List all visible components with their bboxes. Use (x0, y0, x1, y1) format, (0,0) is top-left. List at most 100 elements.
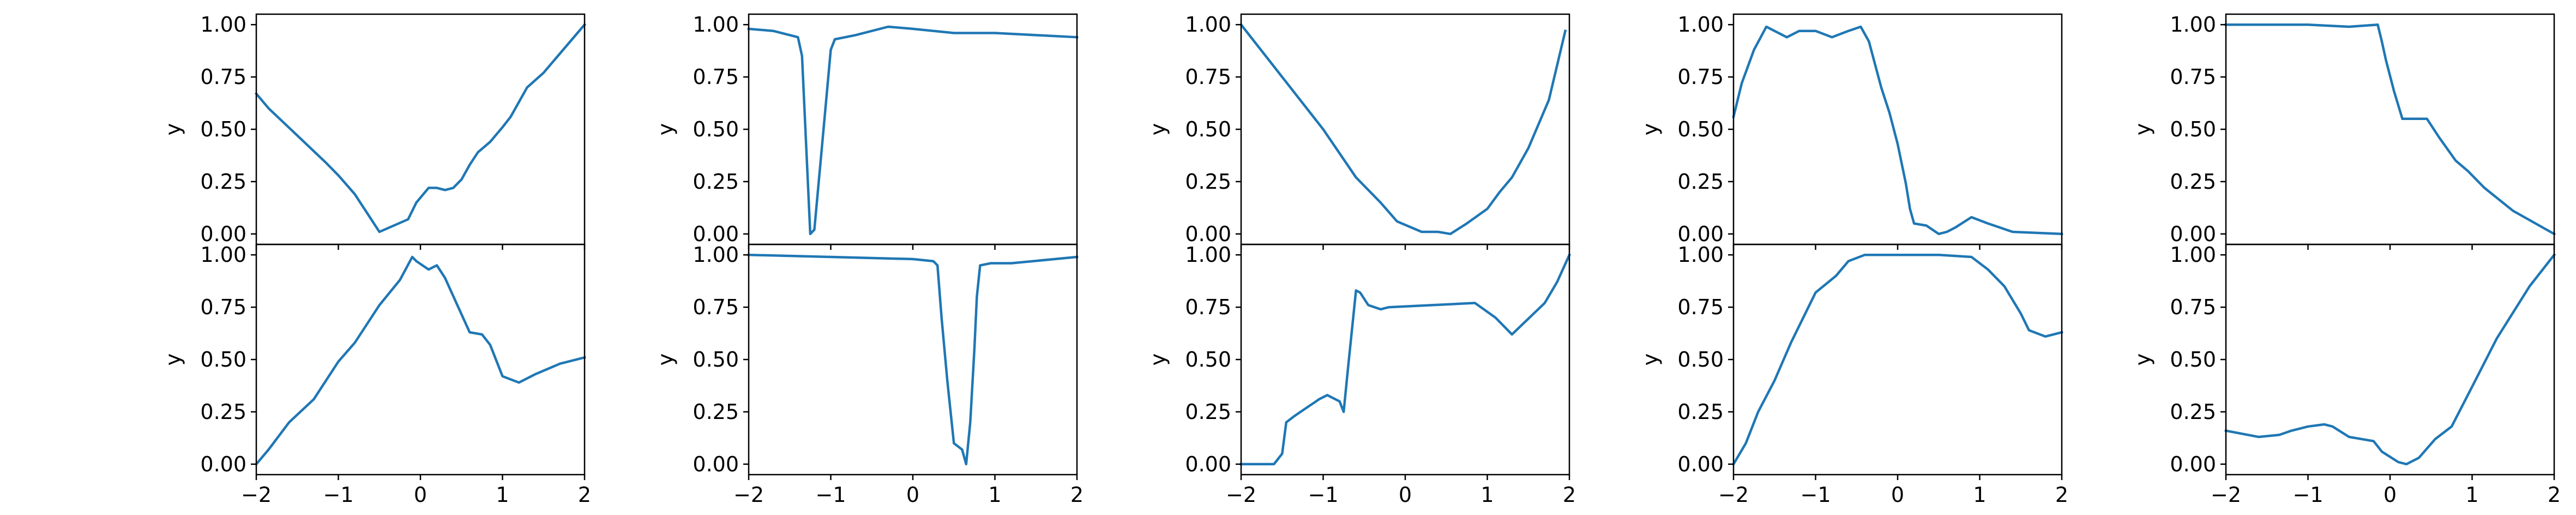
y-tick-label: 0.00 (693, 452, 739, 476)
y-axis-label: y (2131, 354, 2155, 366)
y-tick-label: 1.00 (2170, 13, 2216, 37)
y-tick-label: 0.00 (1185, 222, 1231, 246)
x-tick-label: 2 (2055, 483, 2068, 507)
y-tick-label: 1.00 (200, 243, 246, 267)
y-tick-label: 1.00 (1185, 13, 1231, 37)
y-tick-label: 0.25 (1677, 170, 1724, 194)
series-line (1732, 25, 2063, 236)
y-axis-label: y (654, 123, 678, 136)
chart-panel-top-2: 0.00 0.25 0.50 0.75 1.00 y (654, 13, 1079, 250)
chart-panel-bottom-3: 0.00 0.25 0.50 0.75 1.00 −2 −1 0 1 2 y (1146, 243, 1576, 507)
chart-panel-top-4: 0.00 0.25 0.50 0.75 1.00 y (1639, 13, 2063, 250)
chart-panel-top-3: 0.00 0.25 0.50 0.75 1.00 y (1146, 13, 1570, 250)
x-tick-label: −2 (2211, 483, 2241, 507)
y-tick-label: 1.00 (2170, 243, 2216, 267)
x-tick-label: 2 (1563, 483, 1576, 507)
chart-panel-bottom-4: 0.00 0.25 0.50 0.75 1.00 −2 −1 0 1 2 y (1639, 243, 2069, 507)
x-tick-label: 2 (1070, 483, 1084, 507)
series-line (2224, 23, 2556, 236)
x-tick-label: 1 (1973, 483, 1986, 507)
x-tick-label: −1 (2292, 483, 2323, 507)
y-tick-label: 1.00 (1677, 243, 1724, 267)
x-tick-label: −1 (815, 483, 846, 507)
series-line (2224, 253, 2556, 466)
x-tick-label: −2 (241, 483, 272, 507)
series-line (254, 255, 586, 466)
y-axis-label: y (1639, 123, 1663, 136)
y-tick-label: 0.00 (1677, 222, 1724, 246)
y-tick-label: 0.25 (200, 400, 246, 424)
y-tick-label: 0.75 (2170, 295, 2216, 319)
y-tick-label: 0.50 (1677, 117, 1724, 141)
x-tick-label: 0 (414, 483, 427, 507)
y-tick-label: 0.00 (693, 222, 739, 246)
series-line (747, 25, 1079, 236)
y-tick-label: 0.75 (693, 65, 739, 89)
y-tick-label: 0.75 (693, 295, 739, 319)
x-tick-label: 0 (2384, 483, 2397, 507)
x-tick-label: −1 (1308, 483, 1338, 507)
x-tick-label: 1 (988, 483, 1001, 507)
x-tick-label: −2 (733, 483, 764, 507)
x-tick-label: 0 (1399, 483, 1412, 507)
y-tick-label: 0.50 (1185, 117, 1231, 141)
y-tick-label: 0.25 (200, 170, 246, 194)
x-tick-label: 1 (2465, 483, 2478, 507)
chart-panel-bottom-5: 0.00 0.25 0.50 0.75 1.00 −2 −1 0 1 2 y (2131, 243, 2561, 507)
chart-panel-bottom-2: 0.00 0.25 0.50 0.75 1.00 −2 −1 0 1 2 y (654, 243, 1084, 507)
y-tick-label: 0.75 (1677, 65, 1724, 89)
y-axis-label: y (161, 123, 185, 136)
y-tick-label: 1.00 (1185, 243, 1231, 267)
y-tick-label: 0.25 (2170, 400, 2216, 424)
series-line (1239, 253, 1571, 466)
y-tick-label: 0.50 (1677, 348, 1724, 372)
y-tick-label: 0.00 (200, 222, 246, 246)
y-tick-label: 0.00 (1677, 452, 1724, 476)
y-tick-label: 0.75 (1677, 295, 1724, 319)
y-tick-label: 0.50 (2170, 117, 2216, 141)
y-tick-label: 0.75 (1185, 65, 1231, 89)
y-tick-label: 0.25 (693, 400, 739, 424)
y-tick-label: 0.25 (693, 170, 739, 194)
chart-panel-top-5: 0.00 0.25 0.50 0.75 1.00 y (2131, 13, 2556, 250)
x-tick-label: 0 (1891, 483, 1904, 507)
y-tick-label: 0.75 (200, 295, 246, 319)
chart-panel-bottom-1: 0.00 0.25 0.50 0.75 1.00 −2 −1 0 1 2 y (161, 243, 592, 507)
series-line (1239, 23, 1567, 236)
y-tick-label: 0.50 (693, 348, 739, 372)
y-tick-label: 0.75 (200, 65, 246, 89)
y-tick-label: 0.75 (1185, 295, 1231, 319)
y-tick-label: 0.00 (1185, 452, 1231, 476)
y-axis-label: y (1146, 354, 1170, 366)
y-axis-label: y (1639, 354, 1663, 366)
x-tick-label: 1 (496, 483, 509, 507)
y-tick-label: 1.00 (200, 13, 246, 37)
y-tick-label: 1.00 (693, 243, 739, 267)
y-tick-label: 0.50 (200, 348, 246, 372)
y-tick-label: 0.50 (200, 117, 246, 141)
x-tick-label: 1 (1480, 483, 1494, 507)
y-axis-label: y (161, 354, 185, 366)
x-tick-label: −2 (1718, 483, 1749, 507)
y-axis-label: y (2131, 123, 2155, 136)
y-tick-label: 0.00 (200, 452, 246, 476)
x-tick-label: −1 (1800, 483, 1831, 507)
y-tick-label: 0.50 (1185, 348, 1231, 372)
y-tick-label: 0.25 (1185, 400, 1231, 424)
y-tick-label: 0.00 (2170, 452, 2216, 476)
y-tick-label: 0.25 (1677, 400, 1724, 424)
x-tick-label: −1 (323, 483, 353, 507)
y-tick-label: 0.25 (1185, 170, 1231, 194)
y-tick-label: 1.00 (693, 13, 739, 37)
series-line (1731, 253, 2063, 466)
y-tick-label: 0.00 (2170, 222, 2216, 246)
y-axis-label: y (1146, 123, 1170, 136)
x-tick-label: 0 (906, 483, 919, 507)
y-tick-label: 0.75 (2170, 65, 2216, 89)
x-tick-label: 2 (2548, 483, 2561, 507)
y-tick-label: 0.25 (2170, 170, 2216, 194)
y-tick-label: 1.00 (1677, 13, 1724, 37)
series-line (254, 23, 587, 233)
y-tick-label: 0.50 (2170, 348, 2216, 372)
